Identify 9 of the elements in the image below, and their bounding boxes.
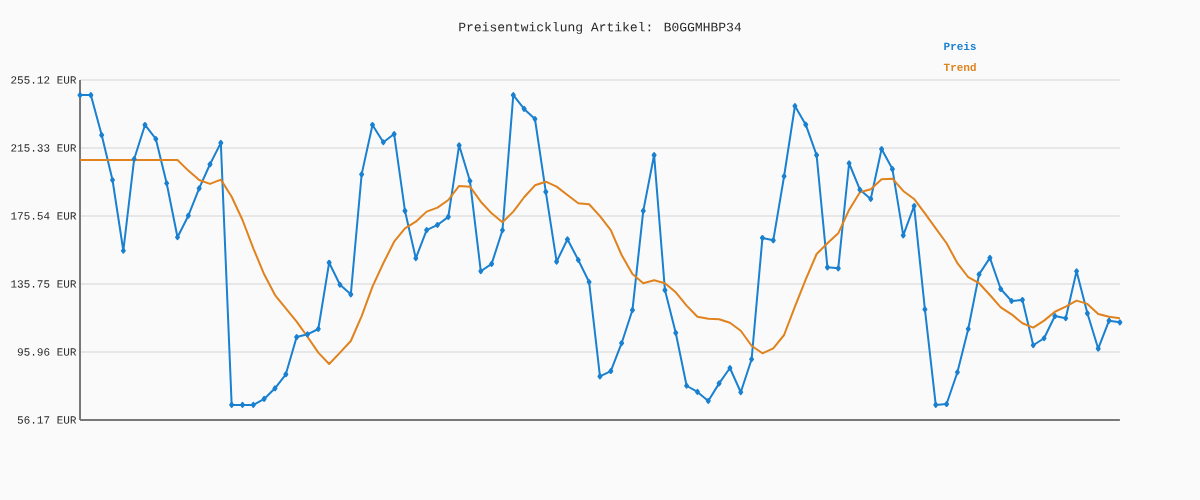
- y-tick-label: 215.33 EUR: [11, 144, 77, 152]
- text: Trend: [943, 62, 976, 72]
- y-tick-label: 95.96 EUR: [17, 348, 77, 356]
- text: Preis: [944, 41, 976, 51]
- chart-title: Preisentwicklung Artikel: B0GGMHBP34: [459, 21, 742, 35]
- y-tick-label: 175.54 EUR: [11, 212, 77, 220]
- y-tick-label: 56.17 EUR: [17, 416, 77, 424]
- y-tick-label: 135.75 EUR: [11, 280, 77, 288]
- y-tick-label: 255.12 EUR: [11, 76, 77, 84]
